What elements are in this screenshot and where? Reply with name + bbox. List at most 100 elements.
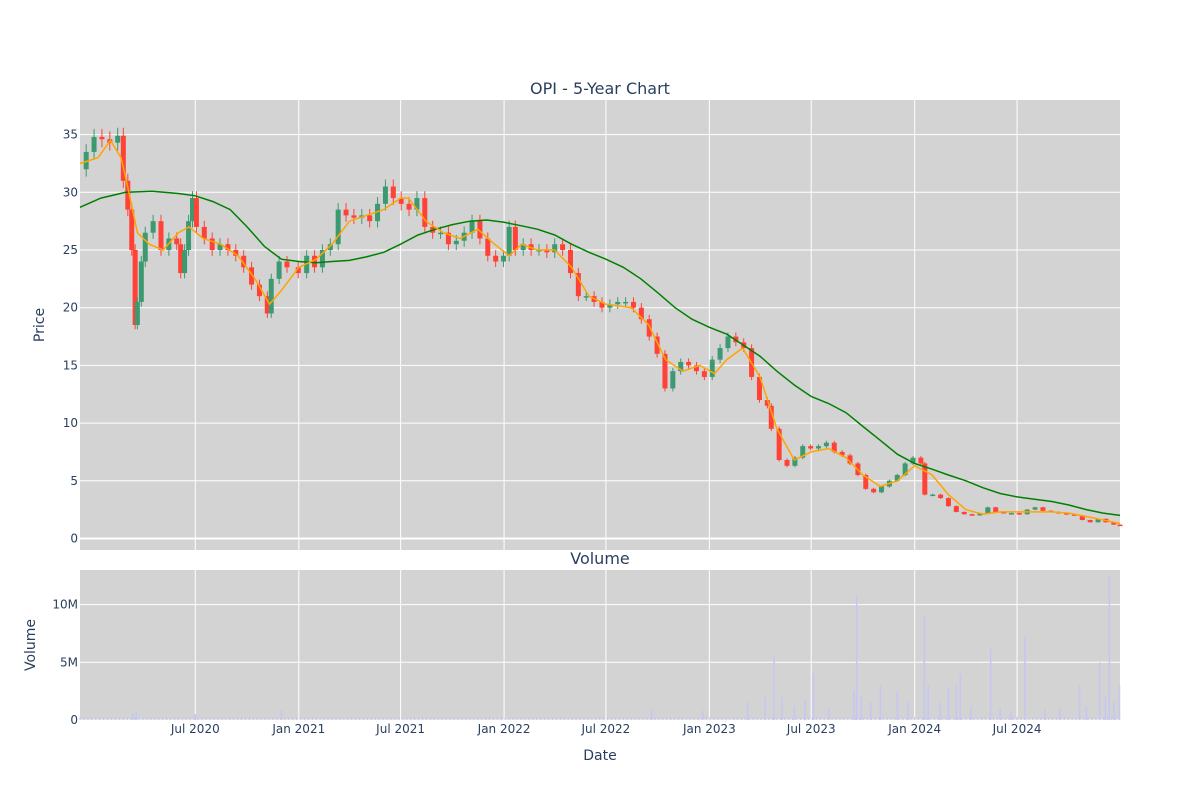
volume-bar [1075, 717, 1077, 720]
volume-bar [772, 717, 774, 720]
candle-body [693, 365, 699, 372]
volume-bar [870, 702, 872, 720]
candle-body [816, 446, 822, 449]
candle-body [993, 507, 999, 512]
candle-body [132, 250, 138, 325]
candle-body [367, 215, 373, 222]
volume-bar [563, 717, 565, 720]
volume-bar [449, 717, 451, 720]
candle-body [678, 361, 684, 372]
volume-bar [953, 717, 955, 720]
volume-bar [138, 717, 140, 720]
x-tick-label: Jul 2024 [992, 722, 1042, 736]
candle-body [398, 198, 404, 204]
x-tick-label: Jan 2024 [887, 722, 941, 736]
volume-bar [244, 717, 246, 720]
volume-bar [132, 713, 134, 720]
candle-body [382, 186, 388, 204]
volume-bar [1104, 696, 1107, 720]
candle-body [520, 244, 526, 250]
volume-bar [804, 699, 806, 720]
volume-bar [788, 717, 790, 720]
volume-bar [740, 717, 743, 720]
volume-bar [591, 717, 593, 720]
volume-bar [866, 717, 869, 720]
volume-bar [955, 685, 958, 720]
volume-bar [194, 714, 197, 720]
volume-y-tick-label: 5M [60, 655, 78, 669]
candle-body [1117, 524, 1123, 527]
volume-bar [984, 717, 987, 720]
x-tick-label: Jan 2021 [271, 722, 325, 736]
candle-body [800, 446, 806, 458]
volume-bar [693, 717, 695, 720]
volume-bar [1087, 717, 1089, 720]
volume-bar [882, 717, 884, 720]
volume-bar [685, 717, 687, 720]
candle-body [264, 296, 270, 314]
volume-bar [516, 717, 518, 720]
candle-body [343, 209, 349, 216]
volume-bar [839, 717, 841, 720]
candle-body [725, 336, 731, 349]
candle-body [1016, 513, 1022, 515]
volume-bar [650, 708, 653, 720]
volume-bar [614, 717, 617, 720]
volume-bar [947, 687, 950, 720]
volume-bar [896, 691, 899, 720]
volume-bar [110, 717, 113, 720]
volume-bar [473, 717, 475, 720]
candle-body [670, 371, 676, 389]
candle-body [1032, 507, 1038, 510]
volume-bar [878, 717, 880, 720]
candle-body [138, 261, 144, 302]
volume-bar [240, 717, 243, 720]
volume-bar [642, 717, 644, 720]
price-y-tick-label: 30 [63, 185, 78, 199]
volume-bar [236, 717, 239, 720]
volume-chart-title: Volume [570, 549, 630, 568]
candle-body [91, 136, 97, 152]
volume-bar [666, 717, 668, 720]
volume-bar [890, 717, 892, 720]
volume-bar [158, 717, 160, 720]
volume-bar [445, 717, 447, 720]
candle-body [938, 494, 944, 499]
candle-body [977, 513, 983, 516]
candle-body [922, 463, 928, 495]
volume-bar [114, 717, 117, 720]
volume-bar [1091, 717, 1093, 720]
volume-bar [323, 717, 325, 720]
volume-bar [1059, 708, 1061, 720]
volume-bar [681, 717, 684, 720]
candle-body [276, 261, 282, 279]
volume-bar [181, 717, 183, 720]
volume-bar [669, 717, 672, 720]
volume-bar [923, 616, 926, 720]
volume-bar [705, 717, 707, 720]
volume-bar [1051, 717, 1054, 720]
candle-body [129, 209, 135, 250]
volume-bar [744, 717, 746, 720]
volume-bar [725, 717, 727, 720]
volume-bar [1047, 717, 1050, 720]
volume-bar [957, 717, 959, 720]
volume-bar [528, 717, 530, 720]
volume-bar [879, 685, 882, 720]
volume-bar [1032, 717, 1034, 720]
volume-bar [189, 717, 191, 720]
volume-bar [540, 717, 542, 720]
candle-body [630, 301, 636, 308]
candle-body [375, 203, 381, 222]
volume-bar [784, 717, 786, 720]
candle-body [422, 198, 428, 227]
candle-body [792, 457, 798, 466]
volume-bar [410, 717, 412, 720]
candle-body [953, 506, 959, 512]
candle-body [615, 301, 621, 305]
volume-bar [999, 708, 1001, 720]
volume-bar [941, 717, 943, 720]
price-chart-title: OPI - 5-Year Chart [530, 79, 670, 98]
price-y-ticks: 0 5 10 15 20 25 30 35 [63, 128, 78, 546]
candle-body [406, 203, 412, 210]
